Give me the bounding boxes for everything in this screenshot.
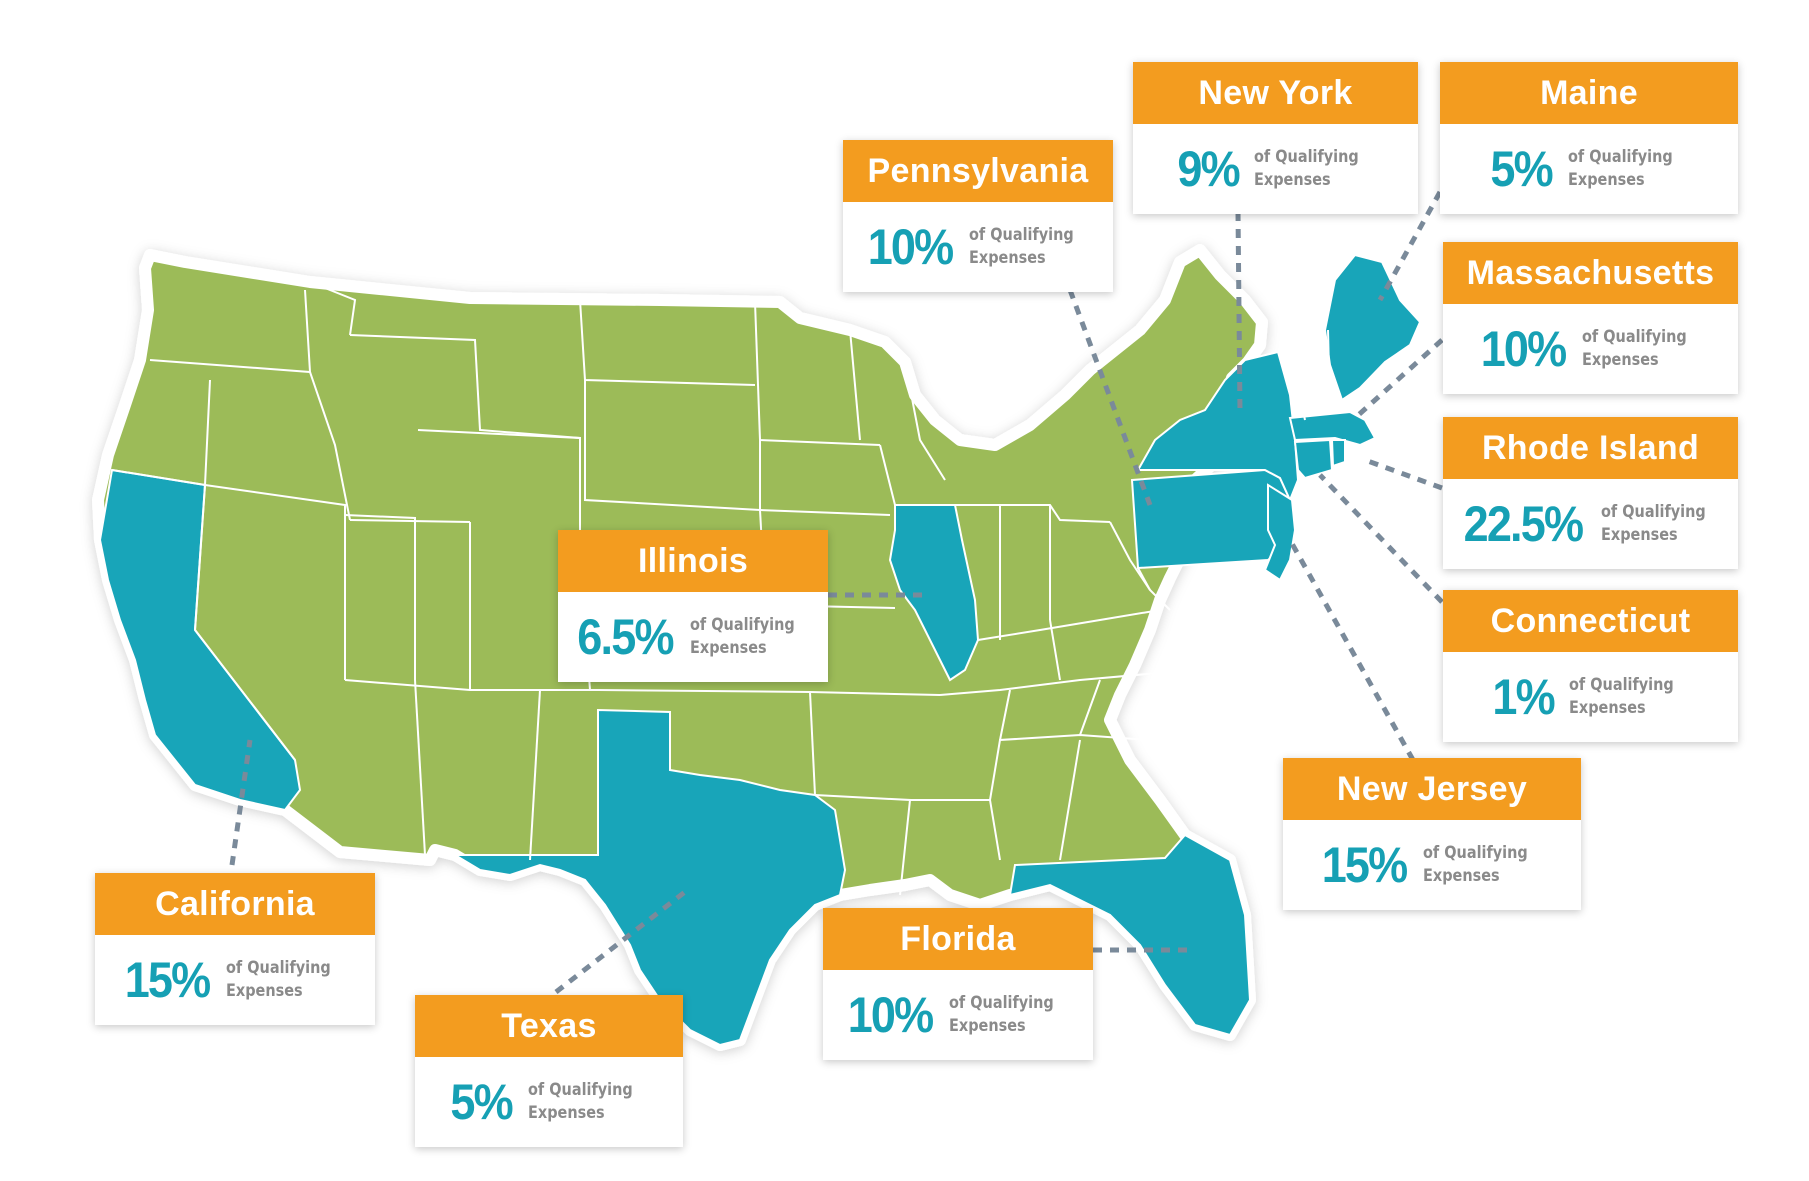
card-title-pennsylvania: Pennsylvania [843, 140, 1113, 202]
label-line2-new-jersey: Expenses [1423, 866, 1501, 886]
card-new-jersey[interactable]: New Jersey 15% of Qualifying Expenses [1283, 758, 1581, 910]
state-new-jersey [1263, 483, 1297, 582]
card-title-rhode-island: Rhode Island [1443, 417, 1738, 479]
state-maine [1323, 253, 1422, 402]
card-texas[interactable]: Texas 5% of Qualifying Expenses [415, 995, 683, 1147]
state-new-york [1136, 350, 1300, 503]
label-line2-illinois: Expenses [690, 638, 767, 658]
percent-connecticut: 1% [1492, 669, 1555, 725]
card-title-maine: Maine [1440, 62, 1738, 124]
card-rhode-island[interactable]: Rhode Island 22.5% of Qualifying Expense… [1443, 417, 1738, 569]
card-pennsylvania[interactable]: Pennsylvania 10% of Qualifying Expenses [843, 140, 1113, 292]
label-line1-texas: of Qualifying [527, 1080, 633, 1100]
percent-california: 15% [125, 952, 211, 1008]
label-line1-rhode-island: of Qualifying [1600, 502, 1706, 522]
label-line1-maine: of Qualifying [1567, 147, 1673, 167]
card-title-new-york: New York [1133, 62, 1418, 124]
label-line2-maine: Expenses [1567, 170, 1645, 190]
state-illinois [888, 504, 980, 682]
card-title-connecticut: Connecticut [1443, 590, 1738, 652]
leader-line-california [229, 739, 253, 866]
card-title-texas: Texas [415, 995, 683, 1057]
label-line2-texas: Expenses [527, 1103, 605, 1123]
label-line2-connecticut: Expenses [1569, 698, 1646, 718]
leader-line-texas [554, 886, 692, 994]
label-line2-new-york: Expenses [1254, 170, 1331, 190]
percent-new-york: 9% [1177, 141, 1240, 197]
label-line1-new-jersey: of Qualifying [1423, 843, 1529, 863]
percent-texas: 5% [450, 1074, 514, 1130]
leader-line-new-jersey [1287, 538, 1416, 762]
label-line2-california: Expenses [226, 981, 304, 1001]
state-borders [111, 281, 1331, 896]
label-line1-new-york: of Qualifying [1254, 147, 1359, 167]
leader-line-massachusetts [1353, 338, 1444, 420]
state-connecticut [1293, 438, 1334, 480]
card-florida[interactable]: Florida 10% of Qualifying Expenses [823, 908, 1093, 1060]
label-line2-massachusetts: Expenses [1581, 350, 1659, 370]
percent-florida: 10% [848, 987, 934, 1043]
card-title-new-jersey: New Jersey [1283, 758, 1581, 820]
label-line1-florida: of Qualifying [949, 993, 1055, 1013]
state-florida [1008, 833, 1252, 1037]
percent-new-jersey: 15% [1322, 837, 1408, 893]
state-pennsylvania [1130, 468, 1292, 570]
card-title-illinois: Illinois [558, 530, 828, 592]
state-texas [451, 708, 847, 1047]
label-line2-florida: Expenses [949, 1016, 1027, 1036]
state-rhode-island [1330, 439, 1346, 468]
card-title-massachusetts: Massachusetts [1443, 242, 1738, 304]
label-line1-california: of Qualifying [226, 958, 332, 978]
label-line2-pennsylvania: Expenses [969, 248, 1047, 268]
label-line1-illinois: of Qualifying [690, 615, 796, 635]
percent-rhode-island: 22.5% [1463, 496, 1584, 552]
card-illinois[interactable]: Illinois 6.5% of Qualifying Expenses [558, 530, 828, 682]
card-massachusetts[interactable]: Massachusetts 10% of Qualifying Expenses [1443, 242, 1738, 394]
label-line1-massachusetts: of Qualifying [1581, 327, 1687, 347]
card-new-york[interactable]: New York 9% of Qualifying Expenses [1133, 62, 1418, 214]
state-massachusetts [1288, 410, 1377, 447]
card-title-florida: Florida [823, 908, 1093, 970]
card-title-california: California [95, 873, 375, 935]
percent-illinois: 6.5% [577, 609, 675, 665]
card-maine[interactable]: Maine 5% of Qualifying Expenses [1440, 62, 1738, 214]
percent-maine: 5% [1490, 141, 1554, 197]
percent-massachusetts: 10% [1480, 321, 1567, 377]
card-connecticut[interactable]: Connecticut 1% of Qualifying Expenses [1443, 590, 1738, 742]
leader-line-maine [1377, 190, 1443, 302]
leader-line-pennsylvania [1067, 289, 1153, 506]
leader-line-connecticut [1318, 473, 1444, 604]
leader-line-rhode-island [1364, 457, 1443, 491]
label-line2-rhode-island: Expenses [1600, 525, 1678, 545]
leader-lines [229, 190, 1444, 994]
card-california[interactable]: California 15% of Qualifying Expenses [95, 873, 375, 1025]
percent-pennsylvania: 10% [868, 219, 954, 275]
label-line1-connecticut: of Qualifying [1569, 675, 1674, 695]
label-line1-pennsylvania: of Qualifying [969, 225, 1075, 245]
